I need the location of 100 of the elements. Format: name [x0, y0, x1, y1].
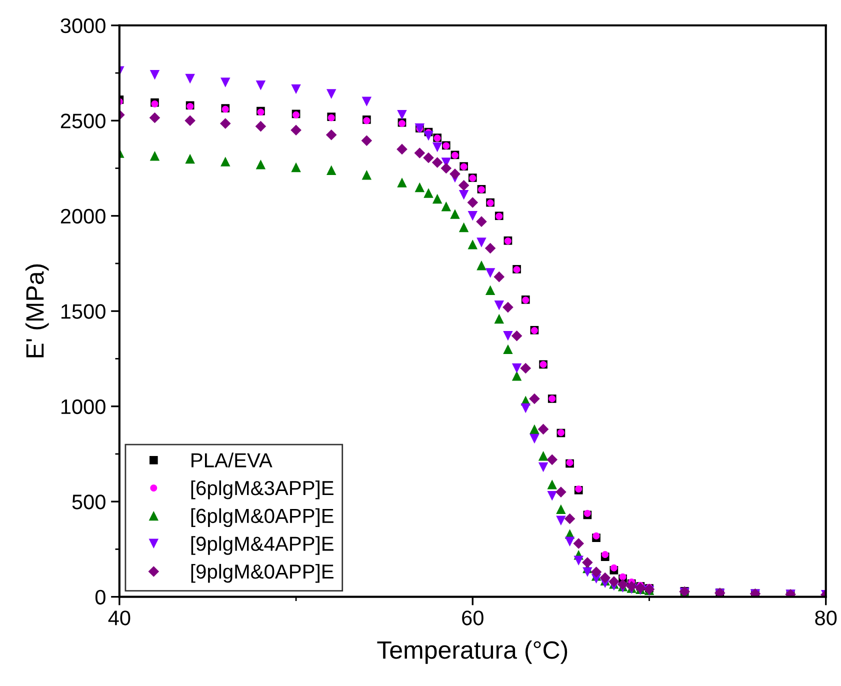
point: [556, 504, 566, 514]
point: [414, 148, 426, 158]
point: [600, 572, 610, 584]
point: [150, 70, 160, 80]
point: [564, 513, 576, 524]
point: [582, 557, 593, 568]
y-tick-label: 3000: [60, 18, 106, 34]
point: [503, 331, 513, 341]
point: [494, 300, 504, 310]
point: [503, 344, 513, 354]
point: [361, 135, 372, 146]
legend-label: [6plgM&0APP]E: [191, 508, 334, 528]
point: [590, 566, 602, 578]
point: [185, 74, 195, 84]
point: [485, 285, 496, 296]
point: [291, 84, 301, 94]
legend-label: [6plgM&3APP]E: [191, 480, 334, 500]
point: [256, 160, 266, 170]
point: [485, 268, 496, 278]
point: [150, 151, 160, 161]
point: [476, 238, 486, 248]
point: [512, 363, 522, 374]
point: [450, 209, 460, 219]
point: [530, 424, 540, 434]
point: [362, 96, 372, 106]
point: [484, 242, 496, 254]
point: [592, 532, 600, 540]
point: [602, 551, 609, 558]
point: [610, 564, 618, 572]
point: [362, 170, 372, 180]
point: [326, 130, 337, 140]
point: [432, 194, 442, 204]
point: [573, 538, 584, 549]
point: [547, 480, 557, 490]
point: [440, 162, 452, 174]
y-tick-label: 1000: [61, 399, 106, 414]
point: [619, 573, 626, 580]
point: [494, 314, 504, 324]
legend-label: PLA/EVA: [192, 452, 272, 468]
point: [397, 110, 407, 120]
point: [547, 491, 557, 501]
y-tick-label: 500: [72, 494, 106, 510]
point: [414, 182, 425, 192]
point: [476, 260, 486, 270]
y-tick-label: 0: [95, 590, 106, 605]
point: [255, 120, 266, 132]
x-tick-label: 40: [108, 610, 130, 626]
point: [326, 89, 336, 99]
point: [574, 556, 584, 566]
point: [468, 211, 478, 221]
point: [530, 434, 540, 444]
point: [468, 240, 478, 250]
point: [538, 424, 549, 435]
point: [502, 302, 514, 313]
point: [564, 536, 575, 546]
point: [476, 216, 487, 227]
point: [538, 451, 548, 461]
point: [397, 178, 407, 188]
point: [538, 462, 548, 472]
point: [220, 118, 231, 129]
x-axis-title: Temperatura (°C): [377, 640, 568, 664]
point: [185, 154, 195, 164]
point: [458, 180, 470, 191]
point: [423, 152, 434, 164]
point: [529, 393, 540, 404]
point: [256, 80, 266, 90]
point: [584, 510, 591, 517]
x-tick-label: 80: [815, 610, 837, 626]
point: [432, 142, 442, 152]
point: [432, 157, 443, 168]
x-tick-label: 60: [462, 610, 484, 626]
point: [291, 162, 301, 172]
y-tick-label: 1500: [61, 304, 106, 319]
point: [494, 271, 505, 282]
legend-label: [9plgM&0APP]E: [191, 564, 334, 583]
point: [458, 222, 469, 232]
y-tick-label: 2000: [60, 208, 106, 224]
point: [149, 112, 160, 124]
point: [396, 144, 408, 155]
point: [582, 567, 592, 577]
point: [184, 115, 196, 126]
legend-label: [9plgM&4APP]E: [191, 536, 334, 555]
point: [290, 124, 302, 136]
point: [546, 454, 558, 466]
point: [520, 362, 532, 374]
y-axis-title: E' (MPa): [25, 264, 49, 358]
point: [441, 201, 452, 212]
point: [512, 371, 522, 381]
point: [556, 516, 566, 526]
point: [424, 188, 434, 198]
point: [520, 403, 530, 414]
point: [326, 165, 336, 176]
point: [608, 576, 620, 587]
point: [626, 580, 637, 592]
point: [220, 78, 230, 88]
point: [424, 131, 434, 141]
point: [458, 190, 469, 200]
point: [511, 330, 522, 342]
point: [220, 156, 230, 166]
point: [450, 168, 460, 180]
